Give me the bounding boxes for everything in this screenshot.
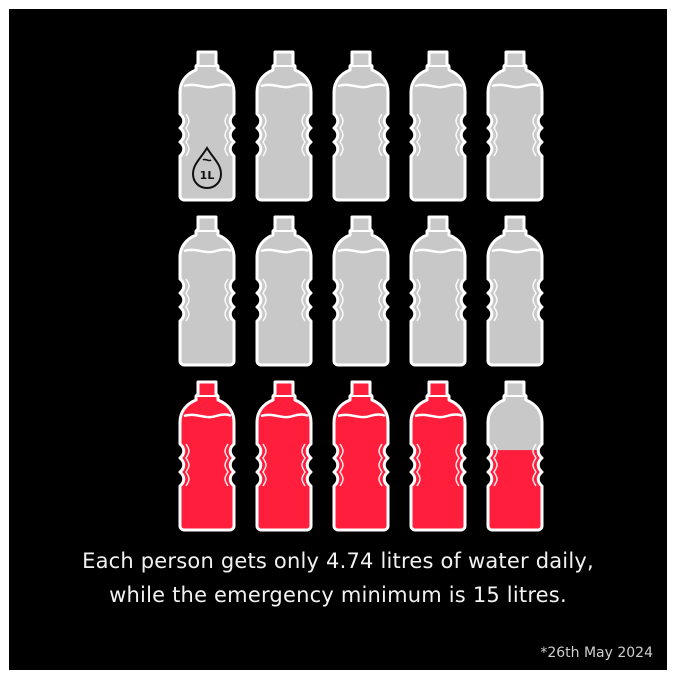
water-line xyxy=(337,83,386,89)
bottle-body xyxy=(257,217,311,365)
groove-right xyxy=(301,443,306,487)
groove-right xyxy=(224,443,229,487)
bottle-body xyxy=(411,217,465,365)
bottle-outline xyxy=(409,215,467,367)
groove-right xyxy=(224,278,229,322)
bottle-body xyxy=(180,382,234,530)
groove-left xyxy=(416,113,421,157)
water-line xyxy=(337,248,386,254)
bottle-body xyxy=(411,52,465,200)
bottle-outline xyxy=(178,215,236,367)
bottle-2 xyxy=(255,50,313,202)
bottle-8 xyxy=(332,215,390,367)
infographic-canvas: 1L Each person gets only 4.74 litres of … xyxy=(9,9,667,670)
bottle-outline xyxy=(409,50,467,202)
bottle-3 xyxy=(332,50,390,202)
bottle-body xyxy=(488,217,542,365)
groove-left xyxy=(416,443,421,487)
groove-left xyxy=(493,278,498,322)
water-line xyxy=(491,83,540,89)
bottle-outline xyxy=(178,380,236,532)
bottle-1: 1L xyxy=(178,50,236,202)
bottle-10 xyxy=(486,215,544,367)
bottle-grid: 1L xyxy=(178,50,544,532)
groove-left xyxy=(416,278,421,322)
bottle-outline xyxy=(255,380,313,532)
groove-left xyxy=(339,443,344,487)
groove-left xyxy=(185,113,190,157)
groove-left xyxy=(262,113,267,157)
groove-right xyxy=(301,113,306,157)
bottle-body xyxy=(257,52,311,200)
groove-right xyxy=(532,443,537,487)
water-line xyxy=(183,83,232,89)
bottle-outline xyxy=(332,50,390,202)
bottle-body xyxy=(334,217,388,365)
bottle-6 xyxy=(178,215,236,367)
water-line xyxy=(414,413,463,419)
groove-right xyxy=(378,443,383,487)
water-line xyxy=(260,413,309,419)
water-line xyxy=(414,248,463,254)
groove-right xyxy=(455,443,460,487)
bottle-outline xyxy=(486,215,544,367)
water-drop-icon: 1L xyxy=(191,146,223,190)
bottle-outline xyxy=(178,50,236,202)
groove-right xyxy=(378,278,383,322)
bottle-5 xyxy=(486,50,544,202)
groove-right xyxy=(378,113,383,157)
bottle-body xyxy=(180,217,234,365)
bottle-body xyxy=(411,382,465,530)
bottle-outline xyxy=(332,215,390,367)
groove-right xyxy=(224,113,229,157)
bottle-14 xyxy=(409,380,467,532)
water-line xyxy=(414,83,463,89)
bottle-11 xyxy=(178,380,236,532)
bottle-body xyxy=(180,52,234,200)
water-line xyxy=(260,83,309,89)
bottle-body xyxy=(257,382,311,530)
water-line xyxy=(337,413,386,419)
bottle-body xyxy=(334,52,388,200)
date-footnote: *26th May 2024 xyxy=(540,645,653,661)
bottle-outline xyxy=(486,380,544,532)
bottle-9 xyxy=(409,215,467,367)
bottle-outline xyxy=(255,50,313,202)
groove-right xyxy=(301,278,306,322)
groove-right xyxy=(532,113,537,157)
water-line xyxy=(260,248,309,254)
water-line xyxy=(491,248,540,254)
water-line xyxy=(183,248,232,254)
groove-left xyxy=(185,443,190,487)
bottle-7 xyxy=(255,215,313,367)
bottle-outline xyxy=(486,50,544,202)
groove-left xyxy=(339,113,344,157)
groove-left xyxy=(493,113,498,157)
groove-right xyxy=(455,113,460,157)
bottle-outline xyxy=(409,380,467,532)
bottle-outline xyxy=(255,215,313,367)
groove-right xyxy=(455,278,460,322)
groove-left xyxy=(185,278,190,322)
unit-label: 1L xyxy=(200,169,215,182)
groove-left xyxy=(262,443,267,487)
bottle-15 xyxy=(486,380,544,532)
caption-line-1: Each person gets only 4.74 litres of wat… xyxy=(82,549,594,573)
water-line xyxy=(183,413,232,419)
caption-line-2: while the emergency minimum is 15 litres… xyxy=(109,583,567,607)
bottle-body xyxy=(334,382,388,530)
bottle-12 xyxy=(255,380,313,532)
groove-left xyxy=(262,278,267,322)
bottle-outline xyxy=(332,380,390,532)
groove-right xyxy=(532,278,537,322)
groove-left xyxy=(493,443,498,487)
bottle-4 xyxy=(409,50,467,202)
bottle-13 xyxy=(332,380,390,532)
bottle-body xyxy=(488,52,542,200)
groove-left xyxy=(339,278,344,322)
